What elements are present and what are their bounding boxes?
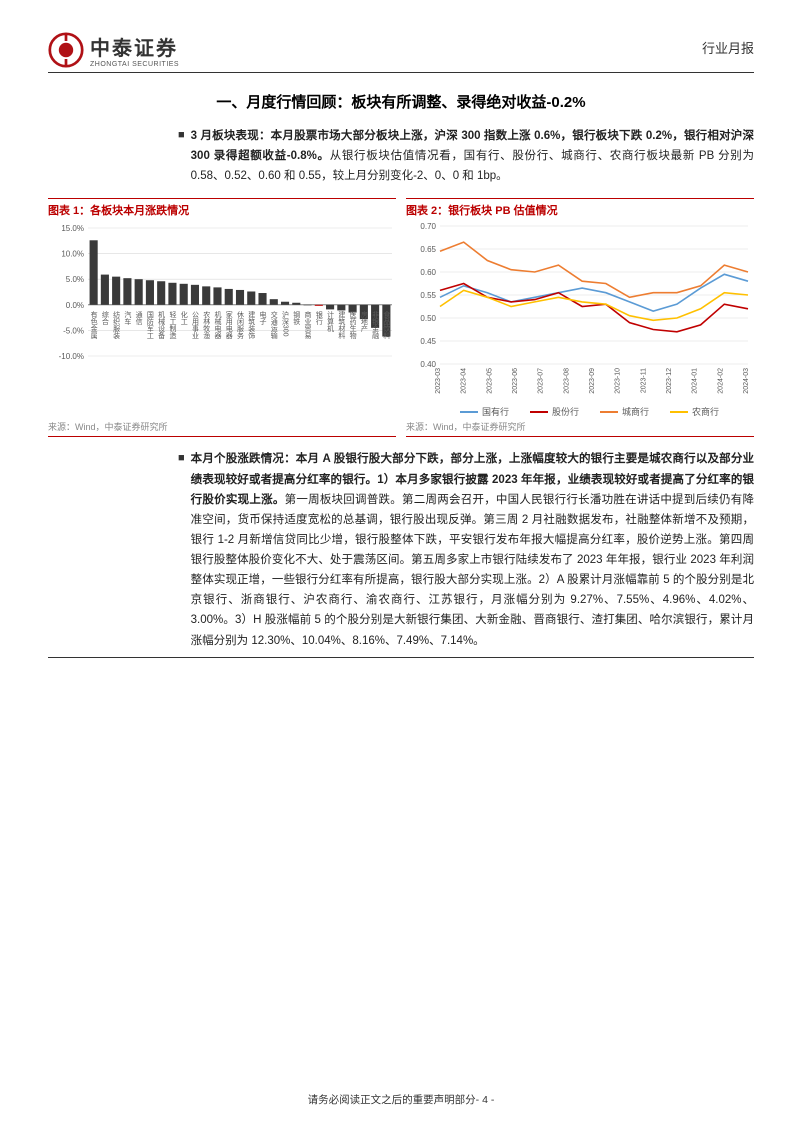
svg-text:计算机: 计算机 [327,310,335,333]
svg-text:0.45: 0.45 [420,337,436,346]
svg-text:2023-09: 2023-09 [589,368,596,394]
svg-text:家用电器: 家用电器 [225,310,233,340]
doc-type: 行业月报 [702,38,754,57]
svg-text:医药生物: 医药生物 [349,311,357,340]
section-title: 一、月度行情回顾：板块有所调整、录得绝对收益-0.2% [48,91,754,112]
para2-rest: 第一周板块回调普跌。第二周两会召开，中国人民银行行长潘功胜在讲话中提到后续仍有降… [191,494,754,647]
chart1-svg: -10.0% -5.0% 0.0% 5.0% 10.0% 15.0% 有色金属综合纺织服装汽… [48,220,396,418]
chart1-title: 图表 1：各板块本月涨跌情况 [48,198,396,218]
svg-text:-10.0%: -10.0% [59,352,84,361]
header-rule [48,72,754,73]
logo-block: 中泰证券 ZHONGTAI SECURITIES [48,32,179,68]
para1: ■ 3 月板块表现：本月股票市场大部分板块上涨，沪深 300 指数上涨 0.6%… [178,126,754,192]
chart1-source: 来源：Wind，中泰证券研究所 [48,420,396,437]
svg-text:非银金融: 非银金融 [372,310,380,340]
svg-text:机械电器: 机械电器 [214,310,222,340]
para2: ■ 本月个股涨跌情况：本月 A 股银行股大部分下跌，部分上涨，上涨幅度较大的银行… [178,449,754,656]
svg-text:交通运输: 交通运输 [270,310,278,340]
page-root: 中泰证券 ZHONGTAI SECURITIES 行业月报 一、月度行情回顾：板… [0,0,802,657]
svg-text:0.70: 0.70 [420,222,436,231]
charts-row: 图表 1：各板块本月涨跌情况 -10.0% -5.0% 0.0% 5.0% 10.0% 1… [48,198,754,437]
svg-text:汽车: 汽车 [124,310,132,326]
svg-text:0.0%: 0.0% [66,301,84,310]
svg-text:15.0%: 15.0% [61,224,84,233]
footer-rule [48,657,754,658]
svg-text:国有行: 国有行 [482,406,509,417]
chart1-panel: 图表 1：各板块本月涨跌情况 -10.0% -5.0% 0.0% 5.0% 10.0% 1… [48,198,396,437]
svg-text:2024-02: 2024-02 [717,368,724,394]
svg-text:银行: 银行 [315,310,323,326]
svg-text:建筑装饰: 建筑装饰 [248,310,256,340]
chart2-panel: 图表 2：银行板块 PB 估值情况 0.400.450.500.550.600.… [406,198,754,437]
svg-text:2023-05: 2023-05 [486,368,493,394]
svg-text:0.65: 0.65 [420,245,436,254]
svg-text:2024-03: 2024-03 [743,368,750,394]
svg-text:2023-10: 2023-10 [615,368,622,394]
svg-text:有色金属: 有色金属 [90,310,98,340]
chart2-source: 来源：Wind，中泰证券研究所 [406,420,754,437]
logo-text-en: ZHONGTAI SECURITIES [90,61,179,68]
chart2-svg: 0.40 0.45 0.50 0.55 0.60 0.65 0.70 2023-03 2023-… [406,220,754,418]
svg-text:农商行: 农商行 [692,406,719,417]
svg-text:城商行: 城商行 [622,406,649,417]
svg-text:国防军工: 国防军工 [146,311,154,339]
logo-text-cn: 中泰证券 [90,38,178,60]
svg-text:股份行: 股份行 [552,406,579,417]
svg-text:5.0%: 5.0% [66,276,84,285]
bullet-icon: ■ [178,126,185,192]
svg-text:2023-06: 2023-06 [512,368,519,394]
svg-text:电子: 电子 [259,310,267,325]
chart2-title: 图表 2：银行板块 PB 估值情况 [406,198,754,218]
svg-text:商业贸易: 商业贸易 [304,310,312,340]
svg-text:纺织服装: 纺织服装 [113,310,121,340]
svg-text:2024-01: 2024-01 [692,368,699,394]
svg-text:2023-11: 2023-11 [640,368,647,393]
svg-text:建筑材料: 建筑材料 [338,310,346,340]
svg-text:2023-08: 2023-08 [563,368,570,394]
svg-text:房地产: 房地产 [360,310,368,333]
svg-text:综合: 综合 [101,310,109,326]
svg-text:公用事业: 公用事业 [191,311,199,339]
logo-icon [48,32,84,68]
svg-text:食品饮料: 食品饮料 [383,310,391,340]
svg-text:沪深300: 沪深300 [282,310,290,337]
svg-text:轻工制造: 轻工制造 [169,310,177,340]
svg-text:10.0%: 10.0% [61,250,84,259]
svg-text:化工: 化工 [180,310,188,325]
svg-text:2023-04: 2023-04 [461,368,468,394]
svg-text:2023-12: 2023-12 [666,368,673,394]
svg-text:通信: 通信 [135,310,143,326]
svg-text:2023-07: 2023-07 [538,368,545,394]
footer-text: 请务必阅读正文之后的重要声明部分- 4 - [0,1092,802,1107]
header: 中泰证券 ZHONGTAI SECURITIES 行业月报 [48,32,754,68]
svg-text:钢铁: 钢铁 [293,310,301,326]
svg-text:0.40: 0.40 [420,360,436,369]
svg-text:0.60: 0.60 [420,268,436,277]
bullet-icon: ■ [178,449,185,656]
svg-text:0.50: 0.50 [420,314,436,323]
svg-text:机械设备: 机械设备 [158,310,166,340]
svg-text:-5.0%: -5.0% [63,327,84,336]
svg-text:2023-03: 2023-03 [435,368,442,394]
svg-text:0.55: 0.55 [420,291,436,300]
svg-text:农林牧渔: 农林牧渔 [203,310,211,340]
svg-text:休闲服务: 休闲服务 [237,310,245,340]
